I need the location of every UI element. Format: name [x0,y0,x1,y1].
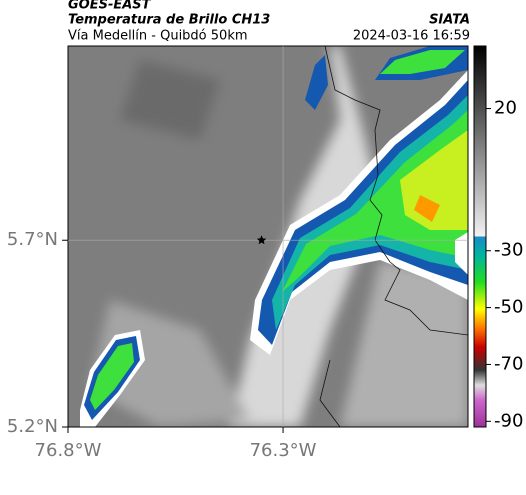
source: GOES-EAST [68,0,152,13]
title: Temperatura de Brillo CH13 [68,13,270,28]
location-marker [256,235,267,245]
y-tick-label: 5.7°N [7,229,58,250]
x-tick-label: 76.8°W [35,440,102,461]
org: SIATA [429,13,470,28]
colorbar-tick-label: -30 [494,240,523,261]
x-tick-label: 76.3°W [250,440,317,461]
subtitle: Vía Medellín - Quibdó 50km [68,29,248,44]
y-tick-label: 5.2°N [7,416,58,437]
imagery [68,46,468,427]
colorbar-tick-label: -70 [494,353,523,374]
timestamp: 2024-03-16 16:59 [353,29,470,44]
colorbar-tick-label: -90 [494,410,523,431]
map-frame [67,45,469,428]
colorbar-tick-label: -50 [494,297,523,318]
colorbar-tick-label: 20 [494,98,517,119]
colorbar [473,45,487,428]
